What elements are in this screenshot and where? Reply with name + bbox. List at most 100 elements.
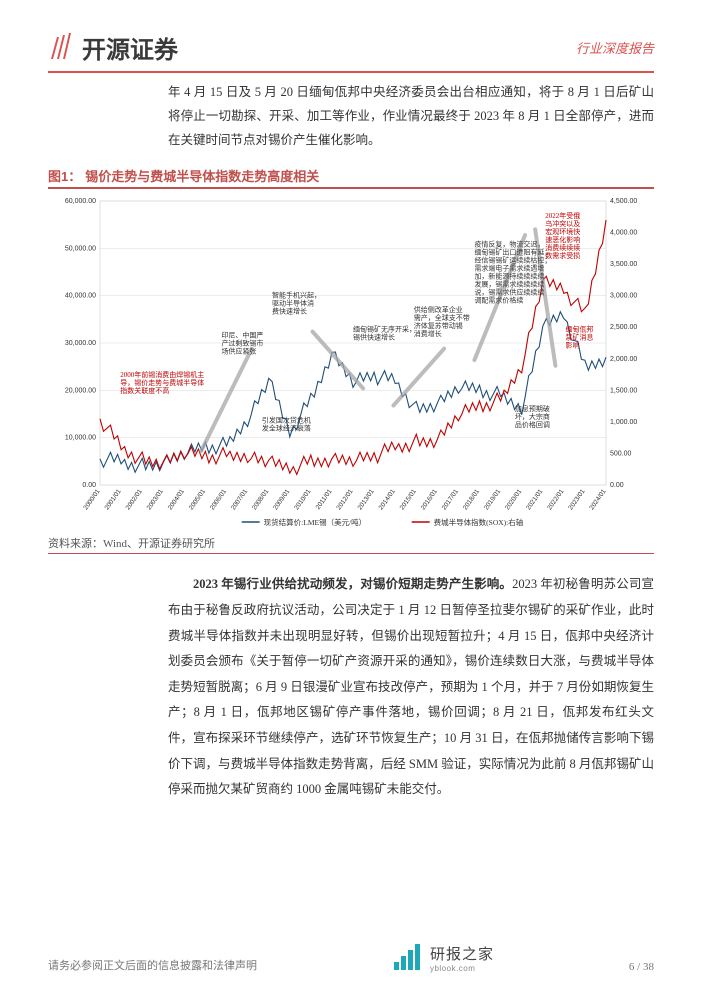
svg-text:30,000.00: 30,000.00 — [65, 340, 96, 347]
svg-text:2019/01: 2019/01 — [483, 488, 502, 512]
svg-text:2022/01: 2022/01 — [546, 488, 565, 512]
svg-text:品价格回调: 品价格回调 — [515, 420, 550, 429]
svg-text:2015/01: 2015/01 — [399, 488, 418, 512]
svg-text:2000/01: 2000/01 — [82, 488, 101, 512]
svg-text:2002/01: 2002/01 — [125, 488, 144, 512]
company-logo-block: 开源证券 — [48, 30, 178, 65]
company-name: 开源证券 — [82, 30, 178, 65]
site-name: 研报之家 — [430, 943, 494, 964]
svg-text:锡供快速增长: 锡供快速增长 — [353, 333, 395, 342]
svg-text:2005/01: 2005/01 — [188, 488, 207, 512]
paragraph-rest: 2023 年初秘鲁明苏公司宣布由于秘鲁反政府抗议活动，公司决定于 1 月 12 … — [168, 577, 654, 796]
svg-text:费快速增长: 费快速增长 — [272, 307, 307, 316]
svg-text:缅甸锡矿无序开采，: 缅甸锡矿无序开采， — [353, 325, 416, 334]
svg-text:0.00: 0.00 — [610, 482, 624, 489]
svg-text:40,000.00: 40,000.00 — [65, 293, 96, 300]
svg-text:宏观环境快: 宏观环境快 — [545, 227, 580, 236]
page-header: 开源证券 行业深度报告 — [48, 30, 654, 73]
svg-text:2007/01: 2007/01 — [230, 488, 249, 512]
figure-source: 资料来源：Wind、开源证券研究所 — [48, 535, 654, 551]
svg-text:场供应紧张: 场供应紧张 — [221, 347, 256, 356]
svg-text:发全球经济衰落: 发全球经济衰落 — [262, 424, 311, 433]
svg-text:2008/01: 2008/01 — [251, 488, 270, 512]
svg-text:2010/01: 2010/01 — [293, 488, 312, 512]
body-paragraph: 2023 年锡行业供给扰动频发，对锡价短期走势产生影响。2023 年初秘鲁明苏公… — [168, 572, 654, 803]
svg-text:说，锡需求供应续续续: 说，锡需求供应续续续 — [474, 288, 544, 297]
svg-text:0.00: 0.00 — [82, 482, 96, 489]
svg-text:2000年前锡消费由焊锡机主: 2000年前锡消费由焊锡机主 — [120, 370, 204, 379]
svg-text:2022年受俄: 2022年受俄 — [545, 211, 580, 220]
svg-text:缅甸佤邦: 缅甸佤邦 — [566, 325, 594, 334]
svg-text:供给侧改革企业: 供给侧改革企业 — [414, 305, 463, 314]
svg-text:3,000.00: 3,000.00 — [610, 293, 637, 300]
svg-text:乌冲突以及: 乌冲突以及 — [545, 219, 580, 228]
svg-text:2018/01: 2018/01 — [462, 488, 481, 512]
svg-text:2023/01: 2023/01 — [567, 488, 586, 512]
svg-text:数需求受损: 数需求受损 — [545, 251, 580, 260]
svg-text:4,000.00: 4,000.00 — [610, 230, 637, 237]
svg-text:2,500.00: 2,500.00 — [610, 324, 637, 331]
svg-text:2017/01: 2017/01 — [441, 488, 460, 512]
paragraph-lead: 2023 年锡行业供给扰动频发，对锡价短期走势产生影响。 — [193, 577, 512, 591]
figure-rule-bottom — [48, 553, 654, 554]
svg-text:2013/01: 2013/01 — [357, 488, 376, 512]
svg-text:20,000.00: 20,000.00 — [65, 388, 96, 395]
svg-text:禁矿消息: 禁矿消息 — [566, 333, 594, 342]
svg-text:2024/01: 2024/01 — [588, 488, 607, 512]
svg-text:2016/01: 2016/01 — [420, 488, 439, 512]
site-url: yblook.com — [430, 964, 494, 973]
svg-text:加息预期破: 加息预期破 — [515, 404, 550, 413]
svg-text:缅甸锡矿出口遭阻有延；: 缅甸锡矿出口遭阻有延； — [474, 248, 551, 257]
svg-text:调配需求价格续: 调配需求价格续 — [474, 296, 523, 305]
svg-text:2001/01: 2001/01 — [104, 488, 123, 512]
svg-text:2009/01: 2009/01 — [272, 488, 291, 512]
svg-text:60,000.00: 60,000.00 — [65, 198, 96, 205]
svg-text:济体复苏带动锡: 济体复苏带动锡 — [414, 321, 463, 330]
svg-text:需求端电子需求续遇增: 需求端电子需求续遇增 — [474, 264, 544, 273]
svg-text:指数关联度不高: 指数关联度不高 — [120, 386, 169, 395]
svg-text:消费续续续: 消费续续续 — [545, 243, 580, 252]
svg-text:疫情反复，物流交迟，: 疫情反复，物流交迟， — [474, 240, 544, 249]
figure-rule — [48, 187, 654, 189]
company-logo-icon — [48, 33, 74, 63]
svg-text:2006/01: 2006/01 — [209, 488, 228, 512]
svg-text:10,000.00: 10,000.00 — [65, 435, 96, 442]
svg-text:2012/01: 2012/01 — [335, 488, 354, 512]
svg-text:3,500.00: 3,500.00 — [610, 261, 637, 268]
svg-text:2003/01: 2003/01 — [146, 488, 165, 512]
svg-text:消费增长: 消费增长 — [414, 329, 442, 338]
svg-text:2004/01: 2004/01 — [167, 488, 186, 512]
svg-text:1,000.00: 1,000.00 — [610, 419, 637, 426]
page-number: 6 / 38 — [629, 961, 654, 973]
page-footer: 请务必参阅正文后面的信息披露和法律声明 研报之家 yblook.com 6 / … — [48, 943, 654, 973]
report-type-label: 行业深度报告 — [576, 38, 654, 57]
footer-disclaimer: 请务必参阅正文后面的信息披露和法律声明 — [48, 957, 257, 973]
svg-text:加，新能源持续续续续: 加，新能源持续续续续 — [474, 272, 544, 281]
svg-text:驱动半导体消: 驱动半导体消 — [272, 299, 314, 308]
svg-text:发展，锡需求续续续续: 发展，锡需求续续续续 — [474, 280, 544, 289]
svg-text:引发国次贷危机: 引发国次贷危机 — [262, 416, 311, 425]
svg-text:2021/01: 2021/01 — [525, 488, 544, 512]
svg-text:1,500.00: 1,500.00 — [610, 388, 637, 395]
site-logo-icon — [392, 944, 424, 972]
svg-text:导，锡价走势与费城半导体: 导，锡价走势与费城半导体 — [120, 378, 204, 387]
svg-text:速恶化影响: 速恶化影响 — [545, 235, 580, 244]
svg-text:2,000.00: 2,000.00 — [610, 356, 637, 363]
intro-paragraph: 年 4 月 15 日及 5 月 20 日缅甸佤邦中央经济委员会出台相应通知，将于… — [168, 81, 654, 152]
svg-text:费城半导体指数(SOX):右轴: 费城半导体指数(SOX):右轴 — [434, 517, 524, 527]
svg-text:2011/01: 2011/01 — [315, 488, 334, 511]
svg-text:产过剩致锡市: 产过剩致锡市 — [221, 339, 263, 348]
figure-label: 图1： — [48, 166, 81, 185]
figure-title-bar: 图1： 锡价走势与费城半导体指数走势高度相关 — [48, 166, 654, 185]
svg-text:50,000.00: 50,000.00 — [65, 246, 96, 253]
svg-text:2014/01: 2014/01 — [378, 488, 397, 512]
figure-title: 锡价走势与费城半导体指数走势高度相关 — [85, 166, 319, 185]
svg-text:2020/01: 2020/01 — [504, 488, 523, 512]
svg-text:影响: 影响 — [566, 341, 580, 350]
footer-site-brand: 研报之家 yblook.com — [392, 943, 494, 973]
svg-text:4,500.00: 4,500.00 — [610, 198, 637, 205]
svg-text:现货结算价:LME锡（美元/吨）: 现货结算价:LME锡（美元/吨） — [264, 517, 367, 527]
svg-text:500.00: 500.00 — [610, 451, 632, 458]
svg-text:经信锡锡矿运续续枯控；: 经信锡锡矿运续续枯控； — [474, 256, 551, 265]
svg-text:坏，大宗商: 坏，大宗商 — [515, 412, 550, 421]
